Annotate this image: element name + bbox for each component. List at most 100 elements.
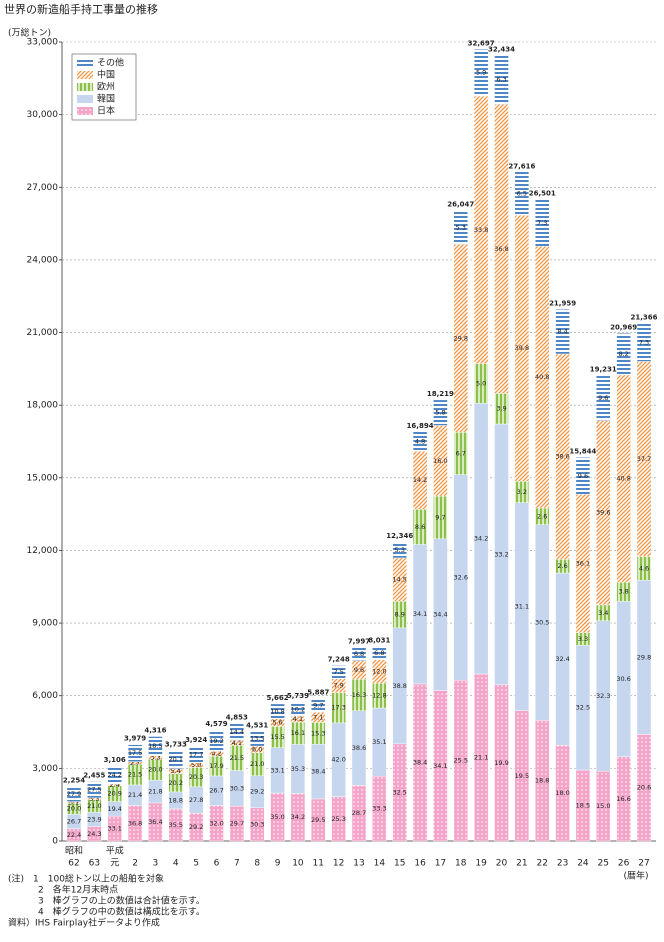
segment-label: 32.5 bbox=[576, 704, 590, 712]
segment-label: 2.6 bbox=[537, 512, 547, 520]
segment-label: 34.2 bbox=[474, 535, 488, 543]
x-tick-label: 4 bbox=[173, 859, 179, 869]
segment-label: 8.6 bbox=[415, 523, 425, 531]
legend-label: 中国 bbox=[97, 69, 115, 81]
total-label: 15,844 bbox=[569, 447, 596, 455]
segment-label: 14.5 bbox=[392, 576, 406, 584]
segment-label: 35.0 bbox=[270, 813, 284, 821]
total-label: 32,434 bbox=[488, 46, 515, 54]
segment-label: 33.8 bbox=[474, 226, 488, 234]
segment-label: 9.7 bbox=[313, 701, 323, 709]
bar-segment bbox=[555, 309, 570, 355]
x-tick-label: 18 bbox=[455, 859, 467, 869]
segment-label: 24.2 bbox=[107, 771, 121, 779]
segment-label: 29.5 bbox=[311, 816, 325, 824]
segment-label: 16.6 bbox=[616, 795, 630, 803]
note: 3 棒グラフの上の数値は合計値を示す。 bbox=[38, 895, 205, 907]
segment-label: 29.2 bbox=[189, 823, 203, 831]
segment-label: 32.0 bbox=[209, 819, 223, 827]
legend-label: 韓国 bbox=[97, 94, 115, 105]
total-label: 3,979 bbox=[124, 735, 146, 743]
bar-segment bbox=[148, 736, 163, 757]
y-axis-label: (万総トン) bbox=[8, 27, 51, 39]
segment-label: 7.5 bbox=[333, 668, 343, 676]
segment-label: 32.3 bbox=[596, 692, 610, 700]
segment-label: 38.6 bbox=[555, 453, 569, 461]
segment-label: 16.3 bbox=[352, 691, 366, 699]
segment-label: 3.2 bbox=[517, 488, 527, 496]
x-tick-label: 26 bbox=[618, 859, 630, 869]
y-tick-label: 3,000 bbox=[32, 764, 58, 774]
x-tick-label: 2 bbox=[132, 859, 138, 869]
segment-label: 17.3 bbox=[331, 704, 345, 712]
segment-label: 25.3 bbox=[331, 815, 345, 823]
segment-label: 27.5 bbox=[87, 786, 101, 794]
total-label: 5,662 bbox=[266, 694, 288, 702]
segment-label: 5.0 bbox=[476, 379, 486, 387]
segment-label: 42.0 bbox=[331, 756, 345, 764]
segment-label: 38.4 bbox=[311, 768, 325, 776]
bar-segment bbox=[290, 701, 306, 717]
segment-label: 36.8 bbox=[128, 819, 142, 827]
segment-label: 38.6 bbox=[352, 744, 366, 752]
bar-segment bbox=[636, 323, 652, 362]
y-tick-label: 0 bbox=[52, 837, 58, 847]
segment-label: 8.2 bbox=[618, 350, 628, 358]
segment-label: 9.6 bbox=[598, 394, 608, 402]
x-tick-label: 6 bbox=[214, 859, 220, 869]
segment-label: 21.5 bbox=[230, 754, 244, 762]
segment-label: 34.4 bbox=[433, 611, 447, 619]
note: 4 棒グラフの中の数値は構成比を示す。 bbox=[38, 906, 205, 918]
y-tick-label: 9,000 bbox=[32, 619, 58, 629]
segment-label: 8.4 bbox=[557, 328, 567, 336]
bar-segment bbox=[229, 723, 245, 741]
segment-label: 14.4 bbox=[230, 728, 244, 736]
segment-label: 6.8 bbox=[354, 650, 364, 658]
x-tick-label: 24 bbox=[577, 859, 589, 869]
x-tick-label: 元 bbox=[110, 859, 119, 869]
bar-segment bbox=[392, 541, 407, 559]
segment-label: 21.0 bbox=[87, 802, 101, 810]
segment-label: 30.5 bbox=[535, 619, 549, 627]
segment-label: 6.8 bbox=[374, 649, 384, 657]
total-label: 27,616 bbox=[508, 162, 535, 170]
total-label: 4,531 bbox=[246, 721, 268, 729]
segment-label: 5.3 bbox=[456, 224, 466, 232]
x-tick-label: 8 bbox=[254, 859, 260, 869]
segment-label: 17.5 bbox=[128, 749, 142, 757]
legend-label: 日本 bbox=[97, 105, 115, 117]
segment-label: 32.6 bbox=[454, 573, 468, 581]
segment-label: 18.0 bbox=[555, 789, 569, 797]
segment-label: 4.8 bbox=[415, 437, 425, 445]
note: 2 各年12月末時点 bbox=[38, 884, 118, 896]
segment-label: 7.9 bbox=[333, 682, 343, 690]
segment-label: 32.5 bbox=[392, 788, 406, 796]
total-label: 5,887 bbox=[307, 688, 329, 696]
segment-label: 21.0 bbox=[250, 760, 264, 768]
x-tick-label: 14 bbox=[374, 859, 386, 869]
bar-segment bbox=[412, 431, 428, 452]
segment-label: 38.4 bbox=[413, 758, 427, 766]
x-tick-label: 15 bbox=[394, 859, 405, 869]
bar-segment bbox=[311, 698, 326, 713]
segment-label: 6.7 bbox=[456, 449, 466, 457]
total-label: 8,031 bbox=[368, 637, 390, 645]
total-label: 26,047 bbox=[447, 200, 474, 208]
legend-swatch bbox=[77, 95, 93, 103]
bar-segment bbox=[616, 333, 631, 376]
total-label: 21,959 bbox=[549, 299, 576, 307]
bar-segment bbox=[351, 647, 367, 661]
total-label: 21,366 bbox=[630, 314, 657, 322]
segment-label: 13.5 bbox=[250, 735, 264, 743]
segment-label: 26.7 bbox=[67, 817, 81, 825]
segment-label: 7.1 bbox=[313, 713, 323, 721]
total-label: 3,106 bbox=[104, 756, 126, 764]
segment-label: 6.0 bbox=[252, 745, 262, 753]
segment-label: 33.1 bbox=[270, 766, 284, 774]
total-label: 20,969 bbox=[610, 323, 637, 331]
segment-label: 20.6 bbox=[637, 784, 651, 792]
note: (注) 1 100総トン以上の船舶を対象 bbox=[8, 873, 164, 885]
segment-label: 12.0 bbox=[372, 667, 386, 675]
x-tick-label: 7 bbox=[234, 859, 240, 869]
